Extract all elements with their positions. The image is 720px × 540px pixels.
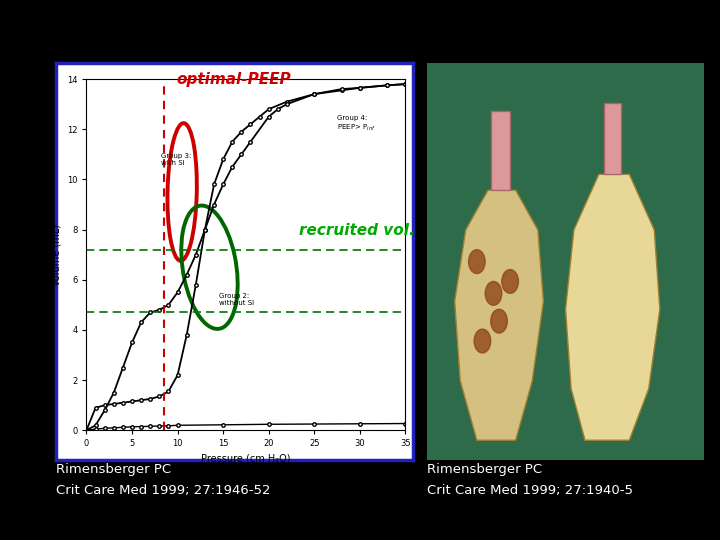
Polygon shape bbox=[455, 190, 544, 440]
Text: Rimensberger PC: Rimensberger PC bbox=[56, 462, 171, 476]
Circle shape bbox=[502, 269, 518, 293]
Text: recruited vol.: recruited vol. bbox=[299, 223, 415, 238]
Text: Rimensberger PC: Rimensberger PC bbox=[427, 462, 542, 476]
Text: optimal-PEEP: optimal-PEEP bbox=[176, 72, 291, 87]
Circle shape bbox=[485, 281, 502, 305]
Bar bbox=[604, 103, 621, 174]
Circle shape bbox=[474, 329, 491, 353]
Text: Group 3:
with SI: Group 3: with SI bbox=[161, 153, 192, 166]
Text: Crit Care Med 1999; 27:1946-52: Crit Care Med 1999; 27:1946-52 bbox=[56, 484, 271, 497]
Bar bbox=[491, 111, 510, 190]
Polygon shape bbox=[566, 174, 660, 440]
Circle shape bbox=[469, 249, 485, 274]
X-axis label: Pressure (cm H₂O): Pressure (cm H₂O) bbox=[201, 454, 291, 464]
Text: Group 2:
without SI: Group 2: without SI bbox=[219, 293, 253, 306]
Circle shape bbox=[491, 309, 508, 333]
Text: Group 4:
PEEP> P$_{inf}$: Group 4: PEEP> P$_{inf}$ bbox=[337, 116, 376, 133]
Y-axis label: Volume (mL): Volume (mL) bbox=[51, 224, 61, 286]
Text: Crit Care Med 1999; 27:1940-5: Crit Care Med 1999; 27:1940-5 bbox=[427, 484, 633, 497]
